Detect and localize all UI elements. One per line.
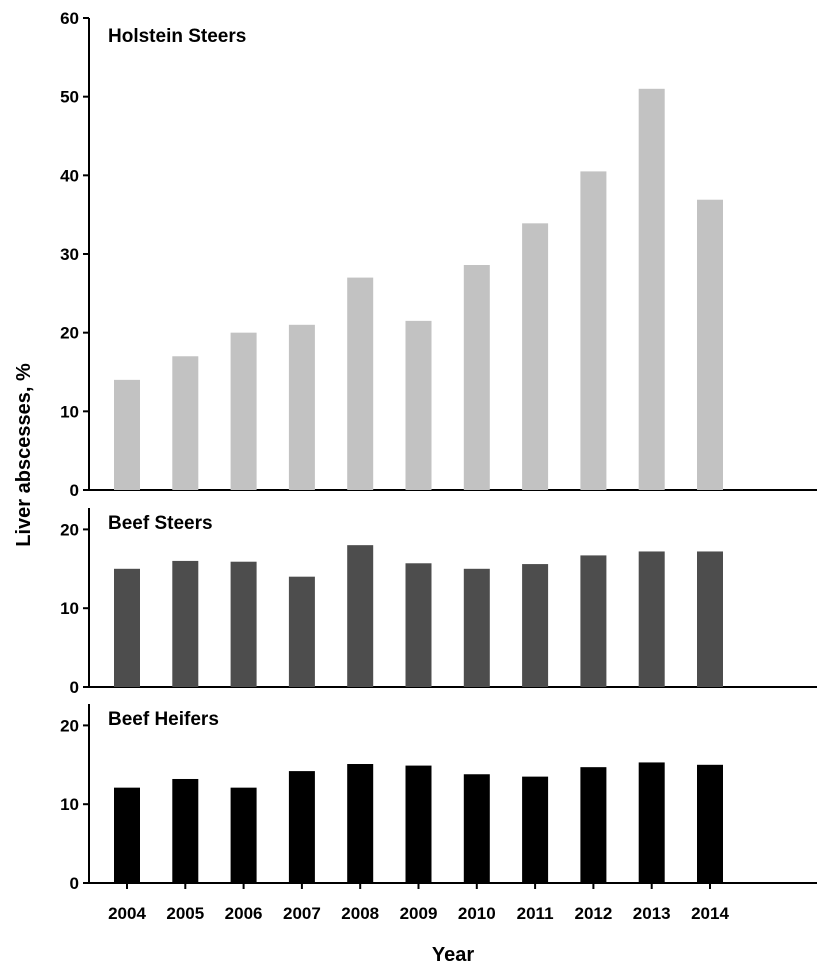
panel-title: Holstein Steers [108,26,246,47]
bar-2009 [405,320,432,490]
bar-2008 [347,764,374,883]
bar-2008 [347,545,374,687]
bar-2009 [405,765,432,883]
bar-2014 [697,199,723,490]
y-tick-label: 20 [60,716,79,735]
bar-2005 [172,356,199,490]
y-tick-label: 20 [60,520,79,539]
bar-2012 [580,767,607,883]
bar-2012 [580,171,607,490]
x-tick-label: 2014 [691,904,729,923]
bar-2008 [347,277,374,490]
bar-2005 [172,778,199,883]
bar-2005 [172,560,199,687]
bar-2010 [463,568,490,687]
bar-2004 [114,568,140,687]
x-tick-label: 2013 [633,904,671,923]
bar-2004 [114,787,140,883]
bar-2007 [288,324,315,490]
y-tick-label: 10 [60,402,79,421]
bar-2014 [697,764,723,883]
x-tick-label: 2009 [400,904,438,923]
panel-title: Beef Steers [108,513,213,534]
x-tick-label: 2010 [458,904,496,923]
x-tick-label: 2006 [225,904,263,923]
x-tick-label: 2011 [517,904,554,923]
panel-1: 0 10 20 30 40 50 60 Holstein Steers [60,9,817,500]
y-tick-label: 20 [60,324,79,343]
y-tick-label: 0 [70,481,79,500]
y-axis-title: Liver abscesses, % [13,363,35,547]
x-tick-label: 2005 [166,904,204,923]
bar-2013 [638,551,665,687]
x-tick-label: 2007 [283,904,321,923]
bar-2007 [288,771,315,883]
chart-panels: 0 10 20 30 40 50 60 Holstein Steers 0 10 20 Beef St… [60,9,817,893]
bar-2010 [463,265,490,490]
bar-2010 [463,774,490,883]
y-tick-label: 0 [70,874,79,893]
bar-2014 [697,551,723,687]
y-tick-label: 50 [60,88,79,107]
bar-2011 [522,776,549,883]
bar-2011 [522,564,549,687]
bar-2006 [230,332,257,490]
x-tick-label: 2008 [341,904,379,923]
panel-3: 0 10 20 Beef Heifers [60,704,817,893]
y-tick-label: 10 [60,795,79,814]
y-tick-label: 10 [60,599,79,618]
panel-2: 0 10 20 Beef Steers [60,508,817,697]
bar-2006 [230,561,257,687]
bar-2009 [405,563,432,687]
y-tick-label: 0 [70,678,79,697]
bar-2012 [580,555,607,687]
bar-2006 [230,787,257,883]
y-tick-label: 40 [60,166,79,185]
x-axis-tick-labels: 2004 2005 2006 2007 2008 2009 2010 2011 2012 2013… [108,883,729,923]
y-tick-label: 30 [60,245,79,264]
panel-title: Beef Heifers [108,709,219,730]
bar-2007 [288,576,315,687]
x-tick-label: 2012 [574,904,612,923]
x-axis-title: Year [432,944,474,966]
bar-2011 [522,223,549,490]
bar-2004 [114,379,140,490]
bar-2013 [638,762,665,883]
bar-2013 [638,88,665,491]
x-tick-label: 2004 [108,904,146,923]
y-tick-label: 60 [60,9,79,28]
